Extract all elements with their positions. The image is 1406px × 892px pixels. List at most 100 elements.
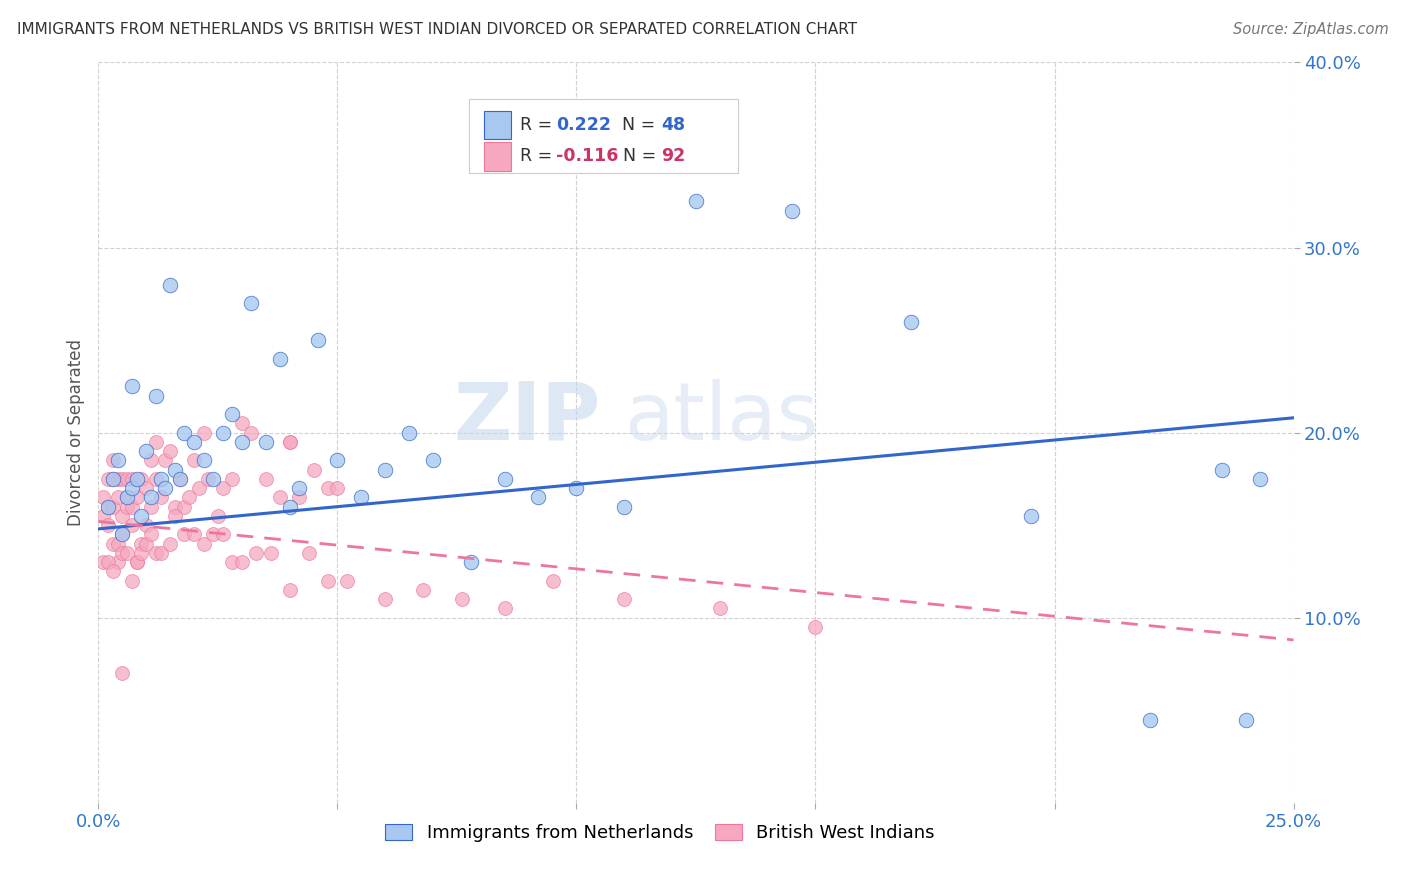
- Point: [173, 500, 195, 514]
- Point: [527, 491, 550, 505]
- Point: [494, 472, 516, 486]
- Point: [231, 434, 253, 449]
- Point: [179, 491, 201, 505]
- Point: [336, 574, 359, 588]
- Point: [183, 434, 205, 449]
- Point: [207, 508, 229, 523]
- Point: [135, 518, 157, 533]
- Point: [107, 491, 129, 505]
- Point: [780, 203, 803, 218]
- Point: [326, 453, 349, 467]
- Text: ZIP: ZIP: [453, 379, 600, 457]
- Text: R =: R =: [520, 116, 558, 134]
- Point: [1211, 462, 1233, 476]
- Point: [97, 518, 120, 533]
- Point: [101, 565, 124, 579]
- Point: [374, 592, 396, 607]
- Point: [135, 481, 157, 495]
- Point: [193, 536, 215, 550]
- Point: [254, 434, 277, 449]
- Point: [97, 472, 120, 486]
- Point: [131, 508, 153, 523]
- Bar: [485, 143, 510, 170]
- Point: [316, 574, 339, 588]
- Point: [121, 472, 143, 486]
- FancyBboxPatch shape: [470, 99, 738, 173]
- Point: [145, 388, 167, 402]
- Point: [107, 453, 129, 467]
- Point: [193, 453, 215, 467]
- Point: [131, 546, 153, 560]
- Point: [149, 472, 172, 486]
- Point: [101, 453, 124, 467]
- Point: [269, 491, 291, 505]
- Point: [193, 425, 215, 440]
- Point: [121, 481, 143, 495]
- Point: [111, 546, 134, 560]
- Point: [202, 472, 225, 486]
- Point: [259, 546, 281, 560]
- Point: [613, 592, 636, 607]
- Text: IMMIGRANTS FROM NETHERLANDS VS BRITISH WEST INDIAN DIVORCED OR SEPARATED CORRELA: IMMIGRANTS FROM NETHERLANDS VS BRITISH W…: [17, 22, 858, 37]
- Point: [278, 582, 301, 597]
- Point: [101, 500, 124, 514]
- Point: [135, 536, 157, 550]
- Y-axis label: Divorced or Separated: Divorced or Separated: [66, 339, 84, 526]
- Point: [115, 472, 138, 486]
- Point: [1139, 713, 1161, 727]
- Point: [183, 527, 205, 541]
- Point: [269, 351, 291, 366]
- Legend: Immigrants from Netherlands, British West Indians: Immigrants from Netherlands, British Wes…: [378, 816, 942, 849]
- Point: [115, 491, 138, 505]
- Text: Source: ZipAtlas.com: Source: ZipAtlas.com: [1233, 22, 1389, 37]
- Point: [149, 546, 172, 560]
- Point: [97, 555, 120, 569]
- Point: [125, 555, 148, 569]
- Point: [131, 536, 153, 550]
- Point: [494, 601, 516, 615]
- Point: [211, 527, 233, 541]
- Point: [374, 462, 396, 476]
- Point: [111, 508, 134, 523]
- Point: [91, 491, 114, 505]
- Point: [163, 508, 186, 523]
- Point: [149, 491, 172, 505]
- Point: [107, 536, 129, 550]
- Point: [221, 555, 243, 569]
- Point: [173, 425, 195, 440]
- Point: [91, 508, 114, 523]
- Point: [685, 194, 707, 209]
- Point: [231, 555, 253, 569]
- Point: [254, 472, 277, 486]
- Point: [97, 500, 120, 514]
- Point: [101, 536, 124, 550]
- Point: [211, 481, 233, 495]
- Point: [422, 453, 444, 467]
- Point: [450, 592, 472, 607]
- Point: [111, 666, 134, 681]
- Point: [125, 491, 148, 505]
- Point: [91, 555, 114, 569]
- Point: [183, 453, 205, 467]
- Point: [709, 601, 731, 615]
- Point: [163, 462, 186, 476]
- Point: [145, 434, 167, 449]
- Point: [111, 472, 134, 486]
- Point: [139, 500, 162, 514]
- Point: [125, 555, 148, 569]
- Point: [173, 527, 195, 541]
- Point: [121, 518, 143, 533]
- Point: [131, 472, 153, 486]
- Point: [145, 546, 167, 560]
- Point: [240, 296, 263, 310]
- Point: [197, 472, 219, 486]
- Point: [240, 425, 263, 440]
- Point: [221, 407, 243, 421]
- Point: [121, 500, 143, 514]
- Point: [1019, 508, 1042, 523]
- Point: [159, 444, 181, 458]
- Point: [245, 546, 267, 560]
- Point: [169, 472, 191, 486]
- Point: [804, 620, 827, 634]
- Point: [111, 527, 134, 541]
